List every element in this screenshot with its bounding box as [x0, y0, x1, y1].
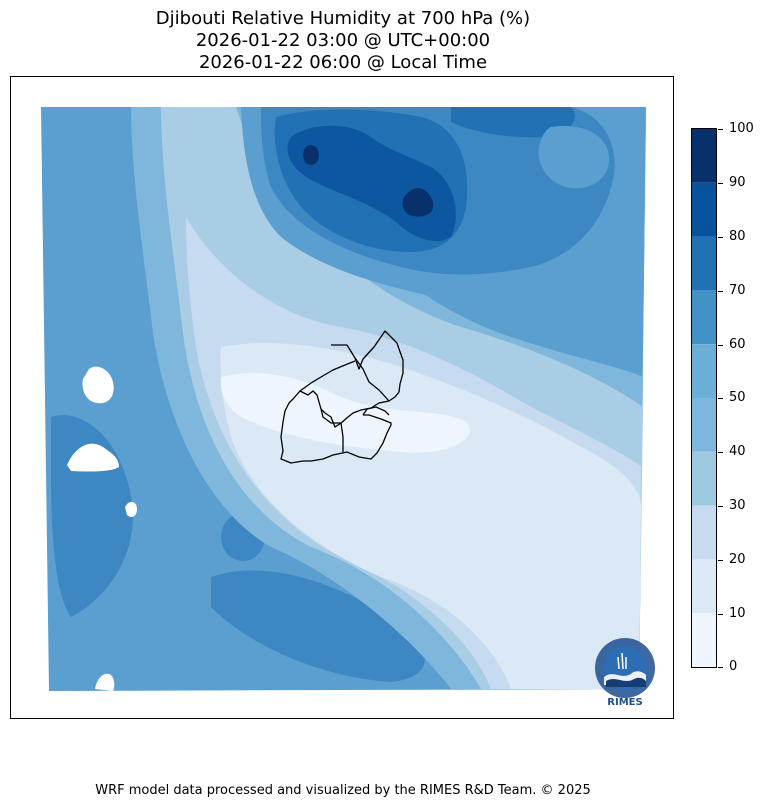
colorbar-swatch-40-50 [692, 398, 716, 452]
colorbar-label-70: 70 [729, 283, 746, 298]
colorbar-tick [718, 183, 723, 184]
colorbar-label-60: 60 [729, 337, 746, 352]
colorbar-tick [718, 506, 723, 507]
footer-credit: WRF model data processed and visualized … [95, 783, 591, 798]
colorbar-swatches [692, 129, 716, 667]
chart-title: Djibouti Relative Humidity at 700 hPa (%… [0, 8, 686, 74]
colorbar [691, 128, 717, 668]
humidity-map [41, 107, 646, 691]
colorbar-label-0: 0 [729, 659, 738, 674]
colorbar-tick [718, 398, 723, 399]
colorbar-label-30: 30 [729, 498, 746, 513]
title-line-3: 2026-01-22 06:00 @ Local Time [198, 52, 488, 73]
title-line-2: 2026-01-22 03:00 @ UTC+00:00 [195, 30, 491, 51]
colorbar-label-100: 100 [729, 121, 754, 136]
region-northeast-60 [538, 126, 610, 189]
colorbar-swatch-10-20 [692, 559, 716, 614]
colorbar-swatch-30-40 [692, 451, 716, 506]
colorbar-tick [718, 345, 723, 346]
colorbar-swatch-20-30 [692, 505, 716, 560]
map-panel [10, 76, 674, 719]
colorbar-swatch-80-90 [692, 182, 716, 237]
region-north-100b [402, 188, 434, 217]
region-southwest-60 [211, 570, 425, 682]
colorbar-tick [718, 452, 723, 453]
colorbar-tick [718, 614, 723, 615]
colorbar-label-20: 20 [729, 552, 746, 567]
title-line-1: Djibouti Relative Humidity at 700 hPa (%… [155, 8, 531, 29]
colorbar-tick [718, 667, 723, 668]
colorbar-tick [718, 237, 723, 238]
colorbar-label-50: 50 [729, 390, 746, 405]
logo-text: RIMES [607, 697, 642, 708]
mask-west-3 [125, 501, 137, 517]
colorbar-label-80: 80 [729, 229, 746, 244]
colorbar-tick [718, 291, 723, 292]
colorbar-swatch-90-100 [692, 129, 716, 183]
mask-south [95, 673, 115, 691]
mask-west-1 [82, 366, 114, 404]
colorbar-label-10: 10 [729, 606, 746, 621]
colorbar-label-40: 40 [729, 444, 746, 459]
colorbar-swatch-70-80 [692, 236, 716, 291]
djibouti-border [280, 330, 404, 464]
colorbar-label-90: 90 [729, 175, 746, 190]
colorbar-swatch-0-10 [692, 613, 716, 667]
colorbar-swatch-50-60 [692, 344, 716, 398]
mask-west-2 [67, 443, 119, 472]
colorbar-swatch-60-70 [692, 290, 716, 345]
region-north-80b [451, 107, 575, 138]
colorbar-tick [718, 129, 723, 130]
rimes-logo-icon: RIMES [588, 635, 662, 709]
rimes-logo-graphic: RIMES [595, 638, 655, 708]
region-north-100a [303, 145, 319, 165]
region-band-10 [220, 373, 470, 453]
colorbar-tick [718, 560, 723, 561]
